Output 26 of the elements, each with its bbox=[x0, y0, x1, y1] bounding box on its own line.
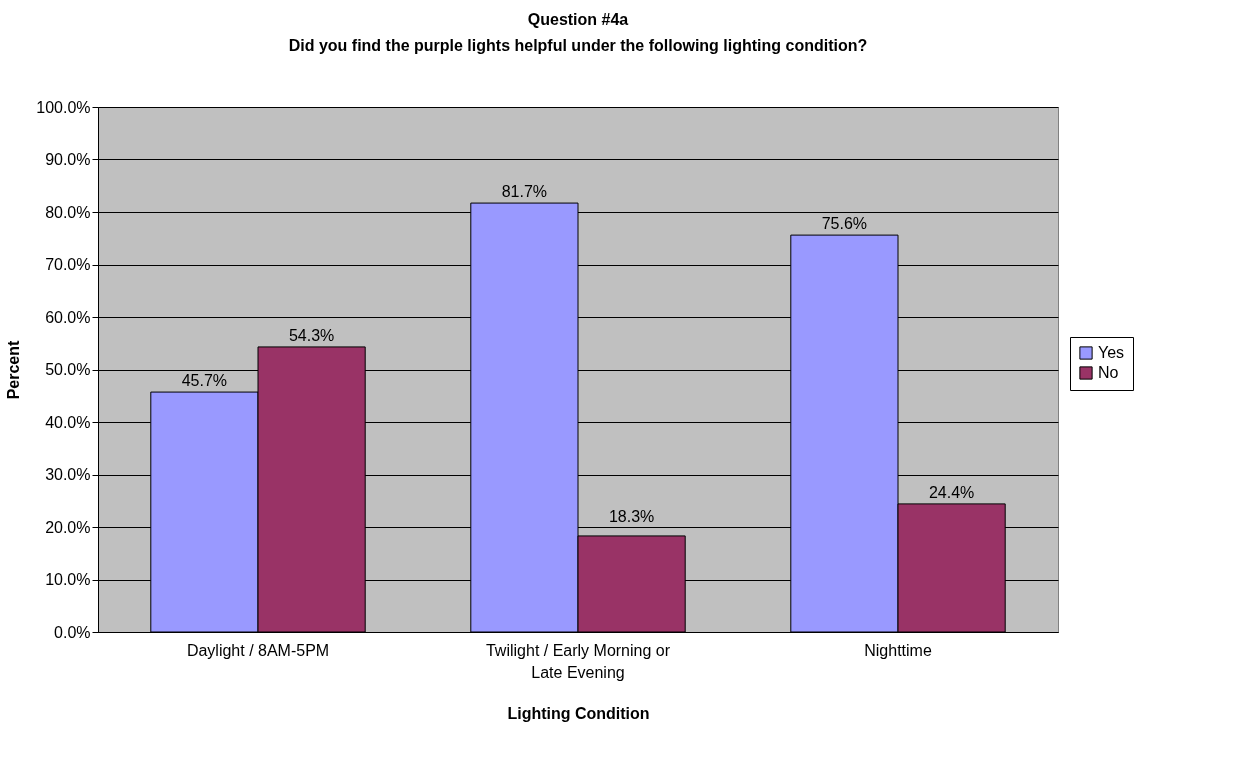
x-tick-label: Nighttime bbox=[864, 641, 932, 659]
y-tick-label: 20.0% bbox=[45, 518, 91, 536]
y-tick-label: 80.0% bbox=[45, 203, 91, 221]
data-label: 18.3% bbox=[608, 507, 655, 525]
y-axis-title: Percent bbox=[5, 339, 23, 400]
data-label: 24.4% bbox=[928, 483, 975, 501]
legend-label: Yes bbox=[1098, 344, 1125, 361]
data-label: 81.7% bbox=[501, 183, 548, 201]
y-tick-label: 70.0% bbox=[45, 256, 91, 273]
y-tick-label: 30.0% bbox=[45, 466, 91, 483]
y-tick-label: 50.0% bbox=[45, 361, 91, 378]
x-axis-title: Lighting Condition bbox=[507, 704, 650, 722]
data-label: 45.7% bbox=[181, 372, 228, 390]
y-tick-label: 90.0% bbox=[45, 151, 91, 168]
legend-label: No bbox=[1098, 364, 1119, 381]
y-tick-label: 0.0% bbox=[54, 623, 91, 641]
chart-subtitle: Did you find the purple lights helpful under the following lighting condition? bbox=[288, 37, 868, 54]
x-tick-label: Twilight / Early Morning or Late Evening bbox=[485, 641, 671, 681]
x-tick-label: Daylight / 8AM-5PM bbox=[186, 641, 330, 659]
y-tick-label: 60.0% bbox=[45, 308, 91, 326]
y-tick-label: 100.0% bbox=[36, 98, 91, 116]
y-tick-label: 10.0% bbox=[45, 571, 91, 588]
y-tick-label: 40.0% bbox=[45, 413, 91, 431]
data-label: 75.6% bbox=[821, 215, 868, 233]
chart-title: Question #4a bbox=[527, 11, 629, 28]
data-label: 54.3% bbox=[288, 326, 335, 344]
